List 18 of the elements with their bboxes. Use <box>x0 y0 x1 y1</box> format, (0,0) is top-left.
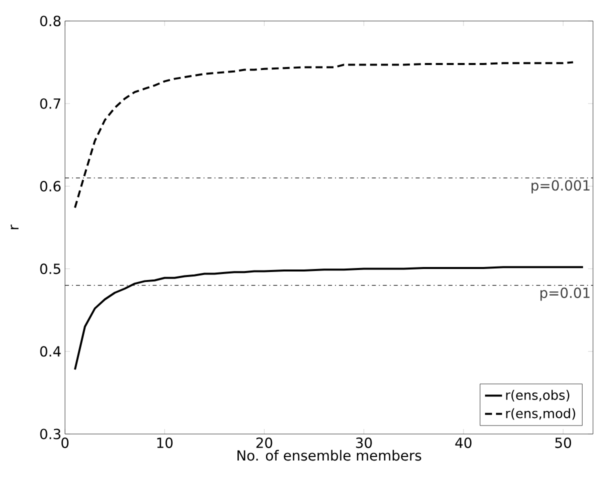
x-tick-label: 40 <box>455 438 472 448</box>
x-tick-label: 50 <box>555 438 572 448</box>
y-tick-label: 0.3 <box>40 428 60 440</box>
y-tick-label: 0.6 <box>40 180 61 192</box>
annotation: p=0.001 <box>532 180 590 194</box>
y-axis-title: r <box>10 224 19 230</box>
x-tick-label: 30 <box>356 438 372 448</box>
annotation: p=0.01 <box>540 288 590 301</box>
y-tick-label: 0.8 <box>40 16 61 26</box>
legend-label: r(ens,obs) <box>506 390 570 402</box>
legend-label: r(ens,mod) <box>506 408 576 420</box>
x-tick-label: 10 <box>157 438 173 448</box>
y-tick-label: 0.4 <box>40 346 61 357</box>
y-tick-label: 0.5 <box>40 264 60 274</box>
y-tick-label: 0.7 <box>40 98 60 109</box>
x-tick-label: 0 <box>61 438 69 448</box>
x-tick-label: 20 <box>256 438 272 448</box>
x-axis-title: No. of ensemble members <box>238 450 422 461</box>
